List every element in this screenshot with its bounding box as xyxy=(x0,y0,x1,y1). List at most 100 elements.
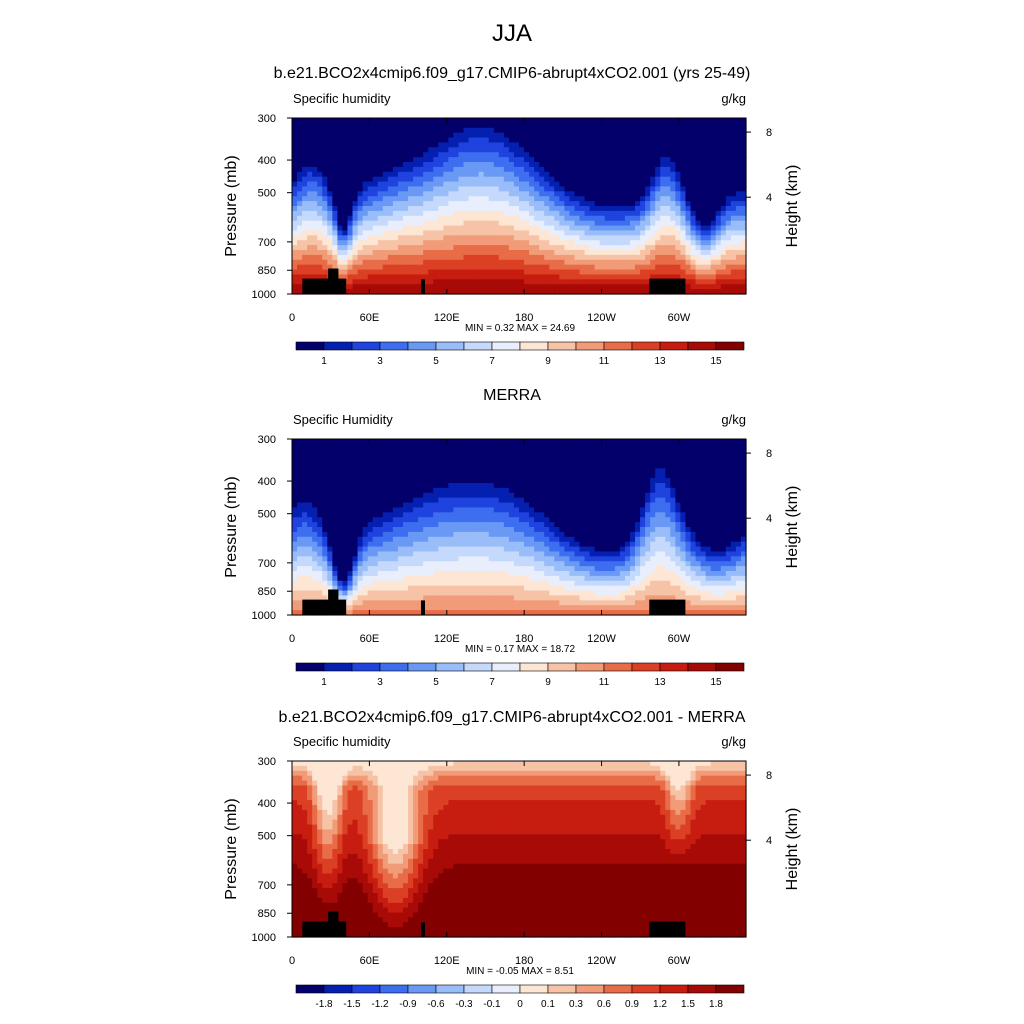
heatmap-cell xyxy=(332,171,338,178)
heatmap-cell xyxy=(695,206,702,212)
heatmap-cell xyxy=(730,274,737,280)
colorbar-swatch xyxy=(407,341,437,351)
heatmap-cell xyxy=(670,259,676,266)
heatmap-cell xyxy=(710,152,717,158)
heatmap-cell xyxy=(508,458,515,465)
heatmap-cell xyxy=(347,250,354,256)
heatmap-cell xyxy=(725,220,732,227)
heatmap-cell xyxy=(670,176,676,183)
heatmap-cell xyxy=(493,610,500,616)
heatmap-cell xyxy=(438,531,444,538)
heatmap-cell xyxy=(322,127,328,134)
heatmap-cell xyxy=(392,142,399,148)
heatmap-cell xyxy=(529,201,535,207)
heatmap-cell xyxy=(342,250,349,256)
heatmap-cell xyxy=(327,254,333,261)
heatmap-cell xyxy=(508,439,515,445)
heatmap-cell xyxy=(624,245,631,251)
heatmap-cell xyxy=(468,458,475,465)
heatmap-cell xyxy=(513,512,520,518)
heatmap-cell xyxy=(312,210,318,217)
heatmap-cell xyxy=(402,240,409,246)
heatmap-cell xyxy=(458,522,465,528)
heatmap-cell xyxy=(584,162,591,168)
heatmap-cell xyxy=(508,215,515,222)
heatmap-cell xyxy=(332,132,338,139)
heatmap-cell xyxy=(519,541,525,548)
heatmap-cell xyxy=(483,517,490,523)
heatmap-cell xyxy=(337,580,344,587)
heatmap-cell xyxy=(524,230,530,236)
heatmap-cell xyxy=(453,230,460,236)
heatmap-cell xyxy=(443,191,449,197)
heatmap-cell xyxy=(549,147,555,153)
heatmap-cell xyxy=(352,590,359,597)
heatmap-cell xyxy=(609,279,616,285)
heatmap-cell xyxy=(448,512,455,518)
heatmap-cell xyxy=(347,181,354,188)
heatmap-cell xyxy=(589,162,596,168)
heatmap-cell xyxy=(503,269,510,276)
heatmap-cell xyxy=(332,186,338,192)
heatmap-cell xyxy=(594,186,601,192)
heatmap-cell xyxy=(297,152,303,158)
heatmap-cell xyxy=(448,600,455,606)
heatmap-cell xyxy=(473,580,480,587)
heatmap-cell xyxy=(327,186,333,192)
heatmap-cell xyxy=(302,259,308,266)
heatmap-cell xyxy=(624,152,631,158)
heatmap-cell xyxy=(670,127,676,134)
heatmap-cell xyxy=(690,289,697,295)
heatmap-cell xyxy=(357,575,364,582)
heatmap-cell xyxy=(458,463,465,469)
heatmap-cell xyxy=(513,566,520,572)
heatmap-cell xyxy=(645,181,651,188)
heatmap-cell xyxy=(473,274,480,280)
heatmap-cell xyxy=(448,595,455,601)
heatmap-cell xyxy=(513,595,520,601)
heatmap-cell xyxy=(332,250,338,256)
heatmap-cell xyxy=(377,259,384,266)
heatmap-cell xyxy=(473,551,480,557)
heatmap-cell xyxy=(312,162,318,168)
heatmap-cell xyxy=(488,142,495,148)
heatmap-cell xyxy=(332,225,338,232)
heatmap-cell xyxy=(660,118,666,124)
heatmap-cell xyxy=(695,122,702,129)
heatmap-cell xyxy=(362,502,369,509)
heatmap-cell xyxy=(483,279,490,285)
heatmap-cell xyxy=(327,147,333,153)
heatmap-cell xyxy=(312,191,318,197)
heatmap-cell xyxy=(443,487,449,494)
heatmap-cell xyxy=(468,473,475,479)
heatmap-cell xyxy=(468,590,475,597)
heatmap-cell xyxy=(640,210,646,217)
heatmap-cell xyxy=(468,522,475,528)
heatmap-cell xyxy=(655,157,661,163)
heatmap-cell xyxy=(614,152,621,158)
heatmap-cell xyxy=(665,220,671,227)
heatmap-cell xyxy=(362,463,369,469)
heatmap-cell xyxy=(397,483,404,489)
heatmap-cell xyxy=(342,225,349,232)
heatmap-cell xyxy=(524,118,530,124)
heatmap-cell xyxy=(544,215,550,222)
heatmap-cell xyxy=(413,215,419,222)
heatmap-cell xyxy=(569,171,576,178)
heatmap-cell xyxy=(408,274,414,280)
heatmap-cell xyxy=(408,269,414,276)
heatmap-cell xyxy=(665,171,671,178)
heatmap-cell xyxy=(498,118,505,124)
heatmap-cell xyxy=(508,240,515,246)
heatmap-cell xyxy=(302,206,308,212)
heatmap-cell xyxy=(468,468,475,474)
heatmap-cell xyxy=(302,210,308,217)
heatmap-cell xyxy=(322,443,328,450)
heatmap-cell xyxy=(670,201,676,207)
heatmap-cell xyxy=(700,279,707,285)
heatmap-cell xyxy=(362,551,369,557)
heatmap-cell xyxy=(438,196,444,202)
heatmap-cell xyxy=(302,551,308,557)
heatmap-cell xyxy=(397,575,404,582)
heatmap-cell xyxy=(559,250,565,256)
